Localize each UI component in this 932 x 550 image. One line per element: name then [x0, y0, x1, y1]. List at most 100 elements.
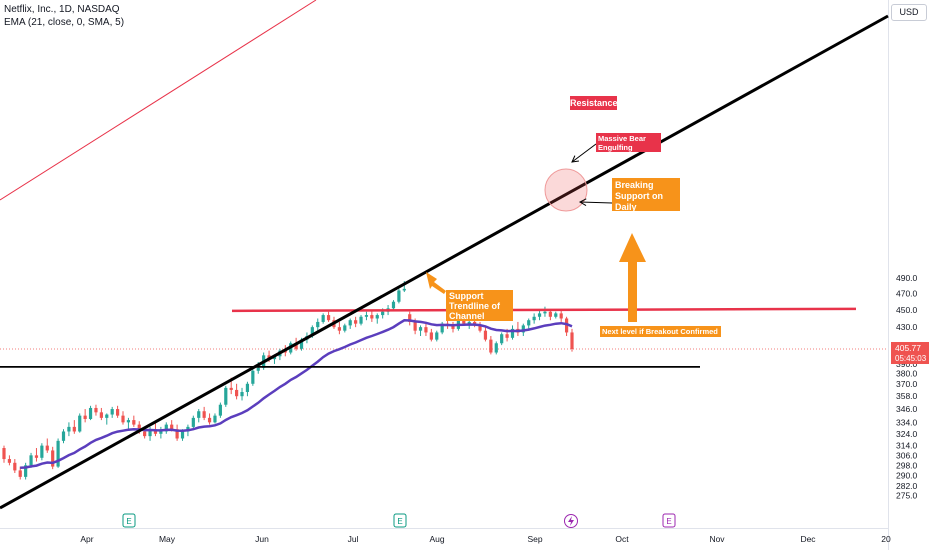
candle-body [559, 313, 563, 319]
candle-body [197, 411, 201, 418]
candle-body [543, 311, 547, 314]
earnings-marker [662, 513, 676, 528]
y-tick-label: 324.0 [896, 429, 918, 439]
y-tick-label: 306.0 [896, 450, 918, 460]
candle-body [18, 470, 22, 477]
candle-body [191, 417, 195, 427]
candle-body [13, 462, 17, 471]
candle-body [359, 316, 363, 324]
earnings-marker-label: E [666, 517, 671, 526]
candle-body [175, 429, 179, 439]
breaking-arrow-head [578, 198, 587, 206]
candle-body [440, 323, 444, 333]
resistance-label: Resistance [570, 96, 618, 110]
candle-body [121, 415, 125, 423]
candle-body [435, 332, 439, 340]
candle-body [294, 343, 298, 349]
last-price-text: 405.77 [895, 343, 921, 353]
next-level-label: Next level if Breakout Confirmed [600, 326, 721, 337]
candle-body [564, 318, 569, 333]
breakdown-highlight [544, 168, 588, 212]
y-tick-label: 358.0 [896, 391, 918, 401]
candle-body [354, 320, 358, 324]
candle-body [424, 327, 428, 333]
y-tick-label: 430.0 [896, 322, 918, 332]
y-tick-label: 290.0 [896, 471, 918, 481]
candle-body [483, 330, 488, 340]
candle-body [548, 311, 552, 317]
resistance-line [231, 307, 857, 313]
support-arrow [426, 272, 446, 294]
plot-area [0, 0, 888, 528]
x-tick-label: Sep [527, 534, 542, 544]
candle-body [88, 407, 93, 419]
candle-body [180, 431, 185, 439]
x-tick-label: Aug [429, 534, 444, 544]
y-tick-label: 282.0 [896, 481, 918, 491]
candle-body [505, 334, 509, 338]
candle-body [429, 332, 433, 340]
support-trendline [0, 14, 889, 510]
support-trendline-label: Support Trendline of Channel [446, 290, 513, 321]
candles [2, 281, 574, 480]
x-tick-label: May [159, 534, 176, 544]
candle-body [299, 339, 304, 349]
candle-body [143, 431, 147, 437]
candle-body [34, 455, 39, 458]
candle-body [348, 320, 352, 326]
upper-channel-line [0, 0, 317, 201]
y-tick-label: 346.0 [896, 404, 918, 414]
massive-bear-label: Massive Bear Engulfing Candle [596, 133, 661, 161]
candle-body [510, 328, 515, 338]
chart-title: Netflix, Inc., 1D, NASDAQ [4, 4, 120, 15]
candle-body [110, 409, 114, 415]
y-tick-label: 380.0 [896, 369, 918, 379]
x-tick-label: Jun [255, 534, 269, 544]
last-price-badge [891, 342, 929, 365]
candle-body [500, 334, 504, 344]
candle-body [413, 321, 417, 331]
candle-body [83, 415, 87, 419]
candle-body [467, 321, 471, 324]
candle-body [381, 311, 385, 316]
next-level-arrow [619, 233, 646, 322]
candle-body [24, 465, 28, 477]
x-tick-label: Nov [709, 534, 725, 544]
candle-body [494, 343, 498, 353]
candle-body [532, 316, 536, 321]
candle-body [40, 445, 44, 458]
candle-body [148, 429, 152, 437]
candle-body [418, 327, 423, 331]
y-tick-label: 334.0 [896, 417, 918, 427]
earnings-marker [122, 513, 136, 528]
candle-body [521, 325, 525, 333]
candle-body [256, 367, 260, 371]
candle-body [240, 392, 244, 397]
candle-body [343, 325, 347, 331]
x-tick-label: Dec [800, 534, 816, 544]
candle-body [105, 414, 109, 418]
x-tick-label: Jul [348, 534, 359, 544]
x-tick-label: Oct [615, 534, 629, 544]
candle-body [326, 315, 331, 321]
y-tick-label: 314.0 [896, 441, 918, 451]
candle-body [45, 445, 49, 451]
candle-body [397, 290, 401, 302]
candle-body [272, 356, 277, 360]
lightning-icon-glyph [568, 516, 574, 526]
candle-body [316, 321, 320, 328]
candle-body [375, 315, 379, 319]
candle-body [391, 301, 396, 309]
currency-button[interactable]: USD [891, 4, 927, 21]
candle-body [61, 431, 66, 441]
candle-body [67, 426, 71, 432]
candle-body [370, 315, 374, 319]
candle-body [489, 339, 493, 353]
earnings-marker-label: E [397, 517, 402, 526]
candle-body [224, 387, 228, 405]
candle-body [408, 314, 412, 322]
y-tick-label: 275.0 [896, 491, 918, 501]
y-tick-label: 298.0 [896, 460, 918, 470]
candle-body [554, 313, 558, 317]
